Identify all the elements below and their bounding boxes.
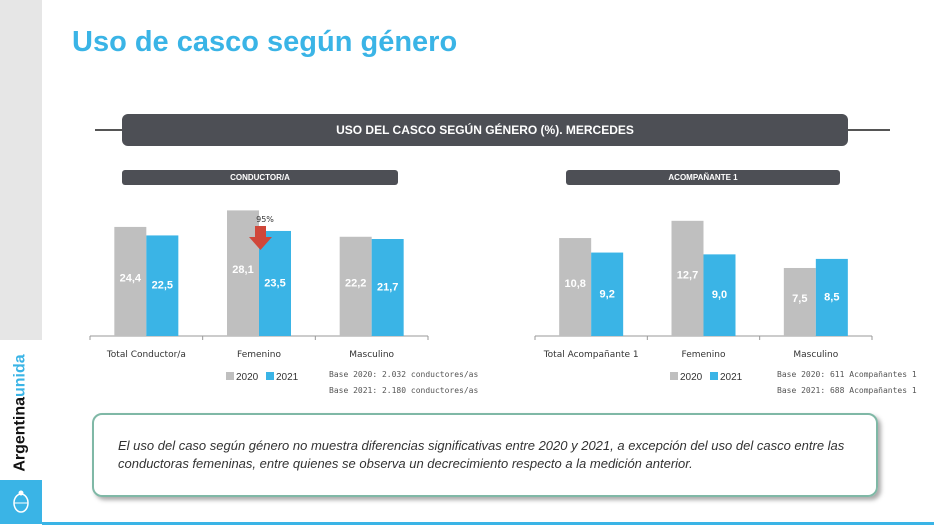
data-label: 9,0 bbox=[712, 289, 727, 301]
page-title: Uso de casco según género bbox=[72, 26, 458, 58]
category-label: Femenino bbox=[682, 350, 726, 360]
data-label: 21,7 bbox=[377, 282, 398, 294]
legend-label-2020: 2020 bbox=[236, 372, 259, 383]
bar-2021 bbox=[259, 230, 291, 336]
bar-2020 bbox=[227, 210, 259, 336]
down-arrow-icon bbox=[249, 226, 272, 250]
bar-2020 bbox=[783, 267, 816, 336]
data-label: 22,5 bbox=[152, 280, 173, 292]
legend-label-2021: 2021 bbox=[720, 372, 743, 383]
footer-line bbox=[42, 522, 934, 525]
conclusion-textbox: El uso del caso según género no muestra … bbox=[92, 413, 878, 497]
data-label: 24,4 bbox=[120, 272, 142, 284]
base-2020-c2: Base 2020: 611 Acompañantes 1 bbox=[777, 370, 917, 379]
legend-swatch-2020 bbox=[226, 372, 234, 380]
data-label: 28,1 bbox=[232, 264, 253, 276]
data-label: 8,5 bbox=[824, 291, 839, 303]
data-label: 10,8 bbox=[564, 278, 585, 290]
coat-of-arms-icon bbox=[0, 480, 42, 524]
category-label: Masculino bbox=[793, 350, 838, 360]
chart1-title: CONDUCTOR/A bbox=[122, 170, 398, 185]
legend-swatch-2021 bbox=[266, 372, 274, 380]
data-label: 12,7 bbox=[677, 269, 698, 281]
base-2021-c2: Base 2021: 688 Acompañantes 1 bbox=[777, 386, 917, 395]
legend-swatch-2021 bbox=[710, 372, 718, 380]
legend-label-2020: 2020 bbox=[680, 372, 703, 383]
bar-2021 bbox=[371, 239, 404, 336]
category-label: Total Acompañante 1 bbox=[543, 350, 639, 360]
bar-2021 bbox=[591, 252, 624, 336]
category-label: Masculino bbox=[349, 350, 394, 360]
category-label: Total Conductor/a bbox=[106, 350, 186, 360]
bar-2020 bbox=[559, 238, 592, 336]
base-2021-c1: Base 2021: 2.180 conductores/as bbox=[329, 386, 479, 395]
chart-banner: USO DEL CASCO SEGÚN GÉNERO (%). MERCEDES bbox=[122, 114, 848, 146]
significance-label: 95% bbox=[256, 215, 274, 224]
data-label: 22,2 bbox=[345, 277, 366, 289]
legend-label-2021: 2021 bbox=[276, 372, 299, 383]
category-label: Femenino bbox=[237, 350, 281, 360]
bar-2021 bbox=[815, 258, 848, 336]
bar-2020 bbox=[114, 226, 147, 336]
bar-2021 bbox=[146, 235, 179, 336]
data-label: 23,5 bbox=[264, 277, 285, 289]
base-2020-c1: Base 2020: 2.032 conductores/as bbox=[329, 370, 479, 379]
sidebar bbox=[0, 0, 42, 340]
legend-swatch-2020 bbox=[670, 372, 678, 380]
data-label: 7,5 bbox=[792, 293, 807, 305]
bar-2020 bbox=[339, 236, 372, 336]
chart2-title: ACOMPAÑANTE 1 bbox=[566, 170, 840, 185]
data-label: 9,2 bbox=[600, 288, 615, 300]
bar-2020 bbox=[671, 220, 704, 336]
bar-2021 bbox=[703, 254, 736, 336]
